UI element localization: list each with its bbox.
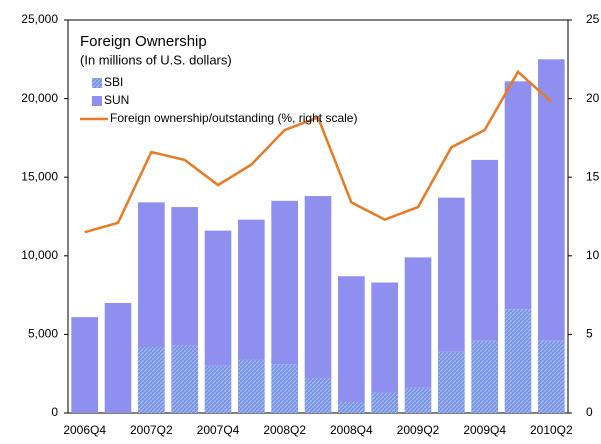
x-tick-label: 2010Q2 (530, 423, 573, 437)
legend-swatch (92, 96, 102, 106)
bar-segment (471, 159, 498, 341)
bar-segment (104, 302, 132, 413)
x-tick-label: 2008Q4 (330, 423, 373, 437)
bar-segment (504, 81, 532, 310)
bar-segment (438, 197, 465, 352)
bar-segment (371, 392, 398, 413)
bar-segment (404, 257, 432, 388)
y-tick-label: 20,000 (21, 91, 58, 105)
y-tick-label: 10,000 (21, 248, 58, 262)
y2-tick-label: 15 (586, 169, 600, 183)
line-series (84, 69, 553, 234)
bar-segment (371, 282, 398, 393)
y2-tick-label: 5 (586, 327, 593, 341)
bar-segment (238, 359, 265, 413)
y-tick-label: 25,000 (21, 12, 58, 26)
bar-segment (171, 345, 198, 413)
y-tick-label: 5,000 (28, 327, 58, 341)
bar-segment (71, 317, 98, 413)
bar-segment (538, 59, 565, 341)
legend-swatch (92, 78, 102, 88)
y-tick-label: 15,000 (21, 169, 58, 183)
x-tick-label: 2009Q4 (463, 423, 506, 437)
bar-segment (138, 346, 165, 413)
bar-segment (338, 276, 365, 402)
bar-segment (438, 351, 465, 413)
bar-segment (171, 207, 198, 346)
x-tick-label: 2008Q2 (263, 423, 306, 437)
bar-segment (204, 230, 232, 366)
y2-tick-label: 10 (586, 248, 600, 262)
y2-tick-label: 0 (586, 405, 593, 419)
bar-segment (238, 219, 265, 360)
bar-segment (204, 365, 232, 413)
bar-segment (338, 401, 365, 413)
bar-segment (304, 196, 332, 379)
chart-subtitle: (In millions of U.S. dollars) (80, 52, 232, 67)
bar-segment (504, 309, 532, 413)
x-tick-label: 2007Q4 (197, 423, 240, 437)
x-tick-label: 2009Q2 (397, 423, 440, 437)
bar-segment (271, 364, 298, 413)
bar-segment (271, 200, 298, 365)
chart-title: Foreign Ownership (80, 33, 207, 50)
legend-label: SUN (104, 93, 129, 107)
x-tick-label: 2007Q2 (130, 423, 173, 437)
y2-tick-label: 25 (586, 12, 600, 26)
bar-segment (471, 340, 498, 413)
legend-label: Foreign ownership/outstanding (%, right … (110, 111, 357, 125)
bar-segment (304, 378, 332, 413)
bar-segment (404, 387, 432, 413)
legend-label: SBI (104, 75, 123, 89)
x-tick-label: 2006Q4 (63, 423, 106, 437)
y2-tick-label: 20 (586, 91, 600, 105)
y-tick-label: 0 (51, 405, 58, 419)
bar-segment (138, 202, 165, 347)
bar-segment (538, 340, 565, 413)
